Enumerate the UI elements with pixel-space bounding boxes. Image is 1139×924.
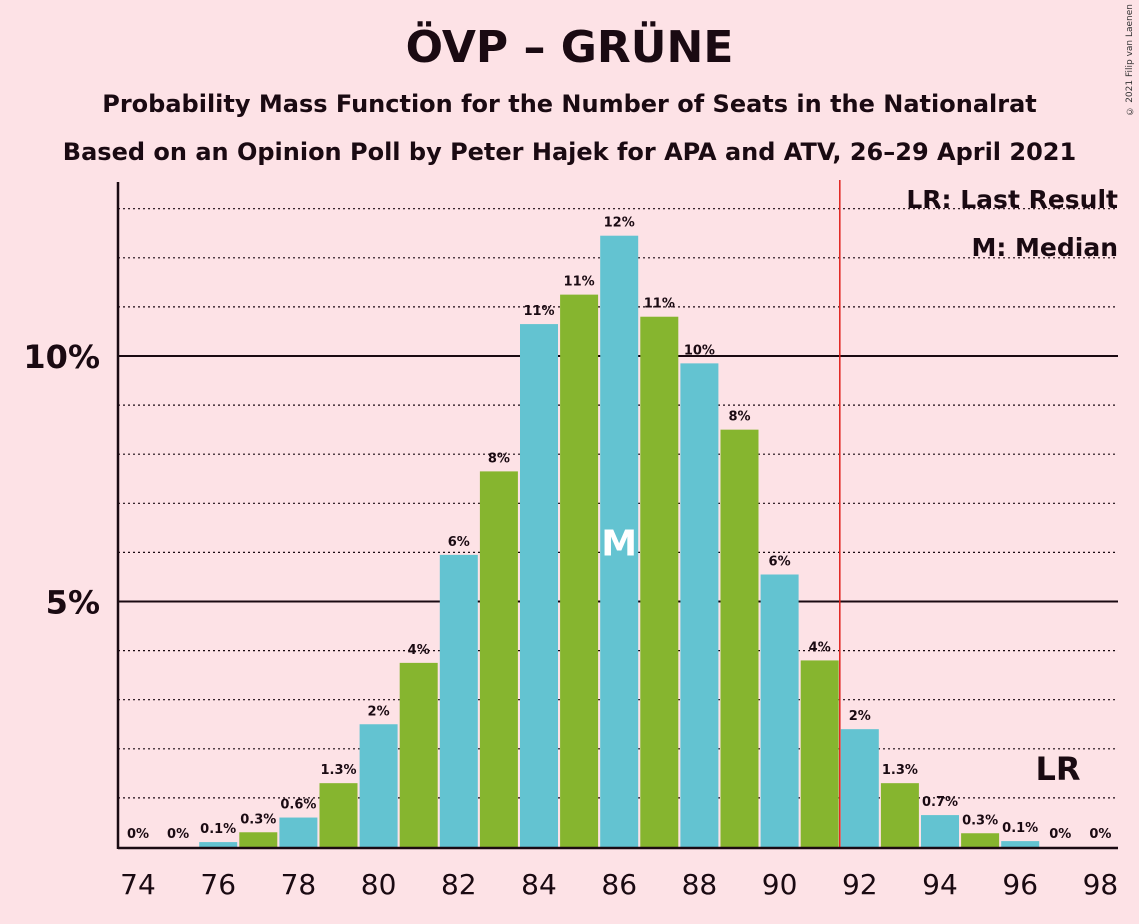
chart-subtitle-2: Based on an Opinion Poll by Peter Hajek … [62, 138, 1077, 166]
bar-81 [399, 662, 438, 847]
bar-80 [359, 724, 398, 847]
bar-value-label: 1.3% [320, 763, 356, 778]
bar-value-label: 4% [408, 643, 430, 658]
bar-value-label: 0% [1049, 827, 1071, 842]
x-tick-label: 74 [120, 868, 156, 901]
x-tick-label: 78 [281, 868, 317, 901]
bar-85 [560, 294, 599, 847]
x-tick-label: 94 [922, 868, 958, 901]
y-tick-background [39, 334, 114, 376]
bar-value-label: 10% [684, 343, 715, 358]
bar-value-label: 11% [644, 297, 675, 312]
bar-value-label: 0.3% [240, 812, 276, 827]
axes: 5% 10% 74 76 78 80 82 84 86 88 90 92 94 96 98 LR [23, 180, 1118, 901]
chart-subtitle-1: Probability Mass Function for the Number… [102, 90, 1037, 118]
bar-value-label: 0% [1089, 827, 1111, 842]
x-tick-label: 92 [842, 868, 878, 901]
bar-83 [479, 471, 518, 847]
x-tick-label: 98 [1083, 868, 1119, 901]
bar-94 [921, 815, 959, 847]
bar-value-label: 2% [849, 709, 871, 724]
bar-value-label: 12% [604, 216, 635, 231]
bar-value-label: 0.1% [1002, 821, 1038, 836]
bar-91 [800, 660, 839, 847]
x-tick-label: 88 [682, 868, 718, 901]
bar-82 [439, 554, 478, 847]
legend: LR: Last Result M: Median [906, 185, 1118, 262]
bar-93 [880, 783, 919, 847]
bar-labels: 0% 0% 0.1% 0.3% 0.6% 1.3% 2% 4% 6% 8% 11% 11% 12% 11%… [127, 216, 1111, 842]
bar-95 [961, 833, 1000, 847]
bar-value-label: 6% [448, 535, 470, 550]
y-tick-label: 5% [46, 584, 100, 622]
x-tick-label: 82 [441, 868, 477, 901]
bar-value-label: 8% [728, 410, 750, 425]
x-tick-label: 76 [200, 868, 236, 901]
bar-value-label: 11% [523, 304, 554, 319]
y-tick-label: 10% [23, 338, 100, 376]
bar-value-label: 1.3% [882, 763, 918, 778]
x-tick-label: 80 [361, 868, 397, 901]
bar-value-label: 8% [488, 451, 510, 466]
bar-value-label: 4% [809, 640, 831, 655]
bar-86 [600, 235, 639, 847]
legend-last-result: LR: Last Result [906, 185, 1118, 214]
last-result-marker: LR [1035, 750, 1080, 788]
bar-value-label: 0% [167, 827, 189, 842]
x-tick-label: 86 [601, 868, 637, 901]
bar-96 [1001, 841, 1040, 847]
bar-84 [520, 324, 558, 848]
bar-78 [279, 817, 318, 847]
bar-value-label: 0.6% [280, 798, 316, 813]
bar-92 [840, 729, 879, 847]
x-tick-label: 84 [521, 868, 557, 901]
bar-88 [680, 363, 719, 847]
y-tick-background [60, 579, 114, 622]
bar-value-label: 0.7% [922, 795, 958, 810]
bar-value-label: 11% [564, 275, 595, 290]
bar-value-label: 0% [127, 827, 149, 842]
legend-median: M: Median [971, 233, 1118, 262]
bar-value-label: 6% [769, 554, 791, 569]
bar-value-label: 0.3% [962, 813, 998, 828]
bar-76 [199, 842, 238, 847]
x-tick-label: 90 [762, 868, 798, 901]
bar-77 [239, 832, 278, 847]
bar-79 [319, 783, 358, 847]
bar-90 [760, 574, 799, 847]
bars [199, 235, 1040, 848]
bar-value-label: 0.1% [200, 822, 236, 837]
x-tick-label: 96 [1002, 868, 1038, 901]
median-marker: M [601, 523, 637, 564]
bar-87 [640, 316, 679, 848]
chart-title: ÖVP – GRÜNE [405, 22, 734, 73]
bar-89 [720, 429, 759, 847]
bar-value-label: 2% [368, 704, 390, 719]
